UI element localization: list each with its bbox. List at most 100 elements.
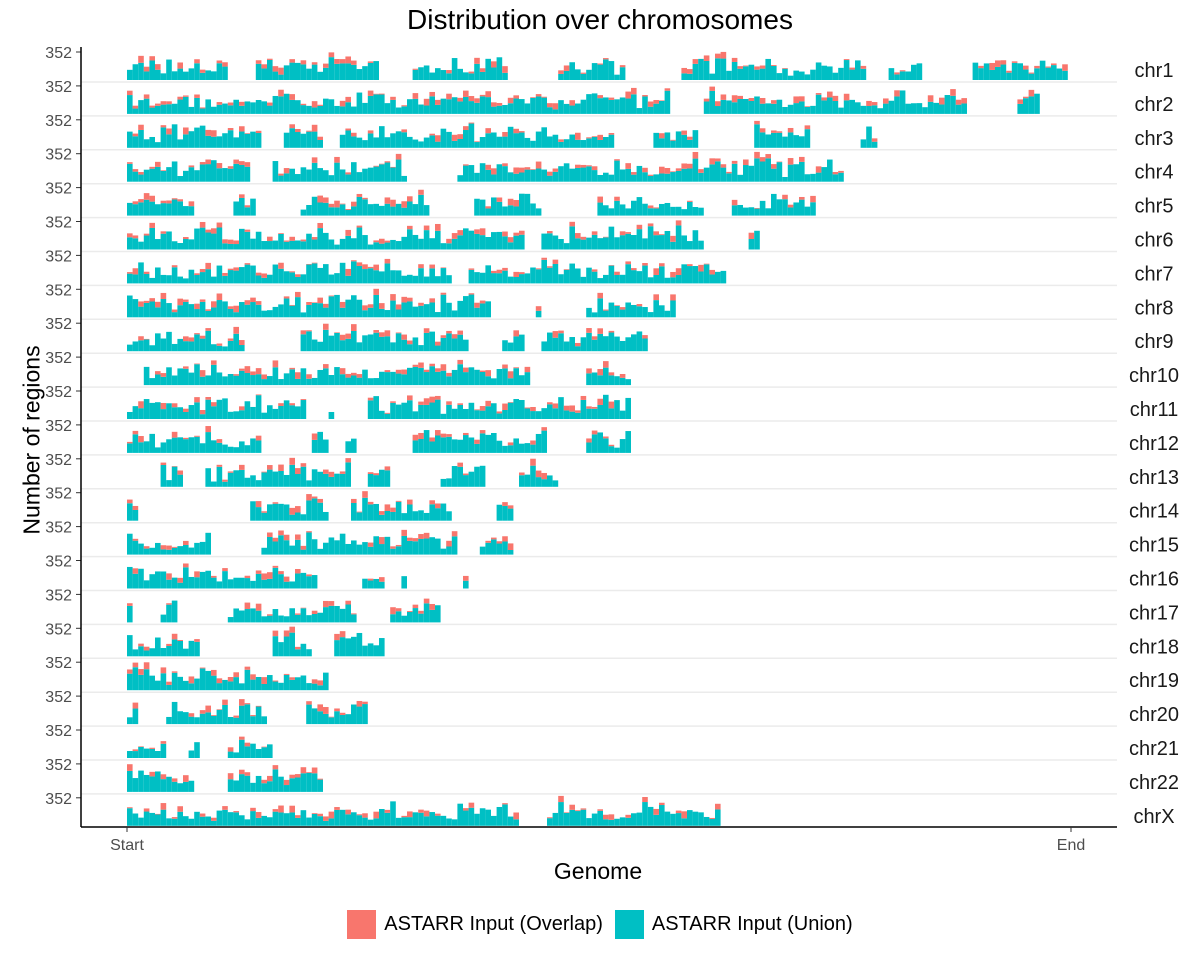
legend-swatch-union (614, 910, 644, 939)
bar-union (412, 812, 419, 826)
bar-union (222, 243, 228, 250)
bar-union (306, 378, 312, 386)
bar-union (289, 608, 295, 623)
bar-overlap (328, 811, 335, 819)
bar-union (155, 750, 161, 758)
bar-union (199, 376, 206, 386)
bar-union (535, 477, 542, 487)
bar-union (440, 268, 447, 284)
bar-union (407, 612, 413, 623)
bar-union (138, 100, 144, 114)
bar-overlap (216, 222, 223, 228)
bar-overlap (132, 133, 139, 137)
bar-overlap (659, 234, 665, 236)
bar-union (423, 372, 430, 386)
bar-union (278, 96, 284, 114)
bar-overlap (401, 129, 407, 133)
bar-union (395, 611, 402, 623)
bar-union (552, 134, 559, 148)
bar-union (177, 640, 183, 657)
bar-union (227, 130, 234, 148)
bar-union (558, 141, 564, 148)
bar-overlap (160, 667, 167, 674)
bar-overlap (541, 257, 547, 260)
bar-union (199, 108, 206, 114)
bar-union (625, 337, 631, 352)
bar-overlap (927, 95, 934, 102)
bar-union (222, 398, 228, 419)
bar-union (586, 69, 592, 80)
bar-overlap (793, 96, 799, 104)
bar-union (451, 819, 458, 826)
bar-union (127, 443, 133, 453)
bar-union (541, 97, 547, 114)
bar-union (491, 815, 497, 826)
bar-union (216, 104, 223, 114)
bar-union (160, 298, 167, 318)
bar-union (261, 277, 267, 284)
bar-union (356, 632, 363, 657)
bar-union (311, 196, 318, 216)
bar-union (619, 97, 626, 114)
bar-union (591, 813, 598, 826)
bar-union (323, 511, 329, 521)
bar-union (771, 65, 777, 80)
bar-union (127, 635, 133, 657)
bar-union (278, 574, 284, 589)
bar-overlap (216, 439, 223, 443)
bar-union (250, 608, 256, 623)
bar-union (233, 201, 239, 216)
bar-union (379, 126, 385, 148)
bar-overlap (687, 200, 693, 202)
bar-union (351, 502, 357, 521)
bar-union (132, 509, 139, 521)
bar-overlap (272, 765, 279, 770)
bar-union (395, 546, 402, 555)
bar-union (698, 172, 704, 182)
bar-union (233, 470, 239, 487)
bar-overlap (171, 431, 178, 438)
bar-union (267, 310, 273, 318)
bar-overlap (211, 817, 217, 821)
bar-union (367, 95, 374, 114)
bar-overlap (883, 98, 889, 104)
bar-overlap (435, 430, 441, 436)
bar-union (771, 193, 777, 216)
bar-overlap (619, 373, 626, 378)
bar-union (283, 241, 290, 250)
bar-union (177, 407, 183, 419)
bar-union (384, 336, 391, 352)
bar-union (177, 474, 183, 487)
bar-union (216, 581, 223, 589)
bar-union (586, 373, 592, 386)
bar-union (507, 205, 514, 216)
bar-union (132, 171, 139, 182)
bar-union (155, 571, 161, 589)
bar-union (586, 307, 592, 318)
bar-overlap (423, 810, 430, 817)
bar-union (563, 341, 570, 352)
bar-union (423, 205, 430, 216)
bar-union (395, 501, 402, 521)
bar-union (491, 132, 497, 148)
bar-overlap (205, 705, 211, 713)
bar-union (519, 234, 525, 250)
bar-overlap (334, 156, 340, 163)
bar-union (720, 167, 727, 182)
bar-overlap (194, 363, 200, 365)
bar-union (496, 273, 503, 284)
bar-overlap (239, 699, 245, 706)
bar-union (860, 68, 867, 80)
bar-union (502, 541, 508, 555)
facet-label: chr17 (1129, 602, 1179, 624)
bar-union (463, 810, 469, 826)
bar-union (485, 97, 491, 114)
bar-union (412, 411, 419, 419)
bar-union (507, 103, 514, 114)
bar-overlap (351, 498, 357, 503)
bar-union (211, 715, 217, 725)
bar-union (143, 169, 150, 182)
bar-union (300, 334, 307, 352)
bar-overlap (603, 361, 609, 368)
bar-union (463, 435, 469, 453)
